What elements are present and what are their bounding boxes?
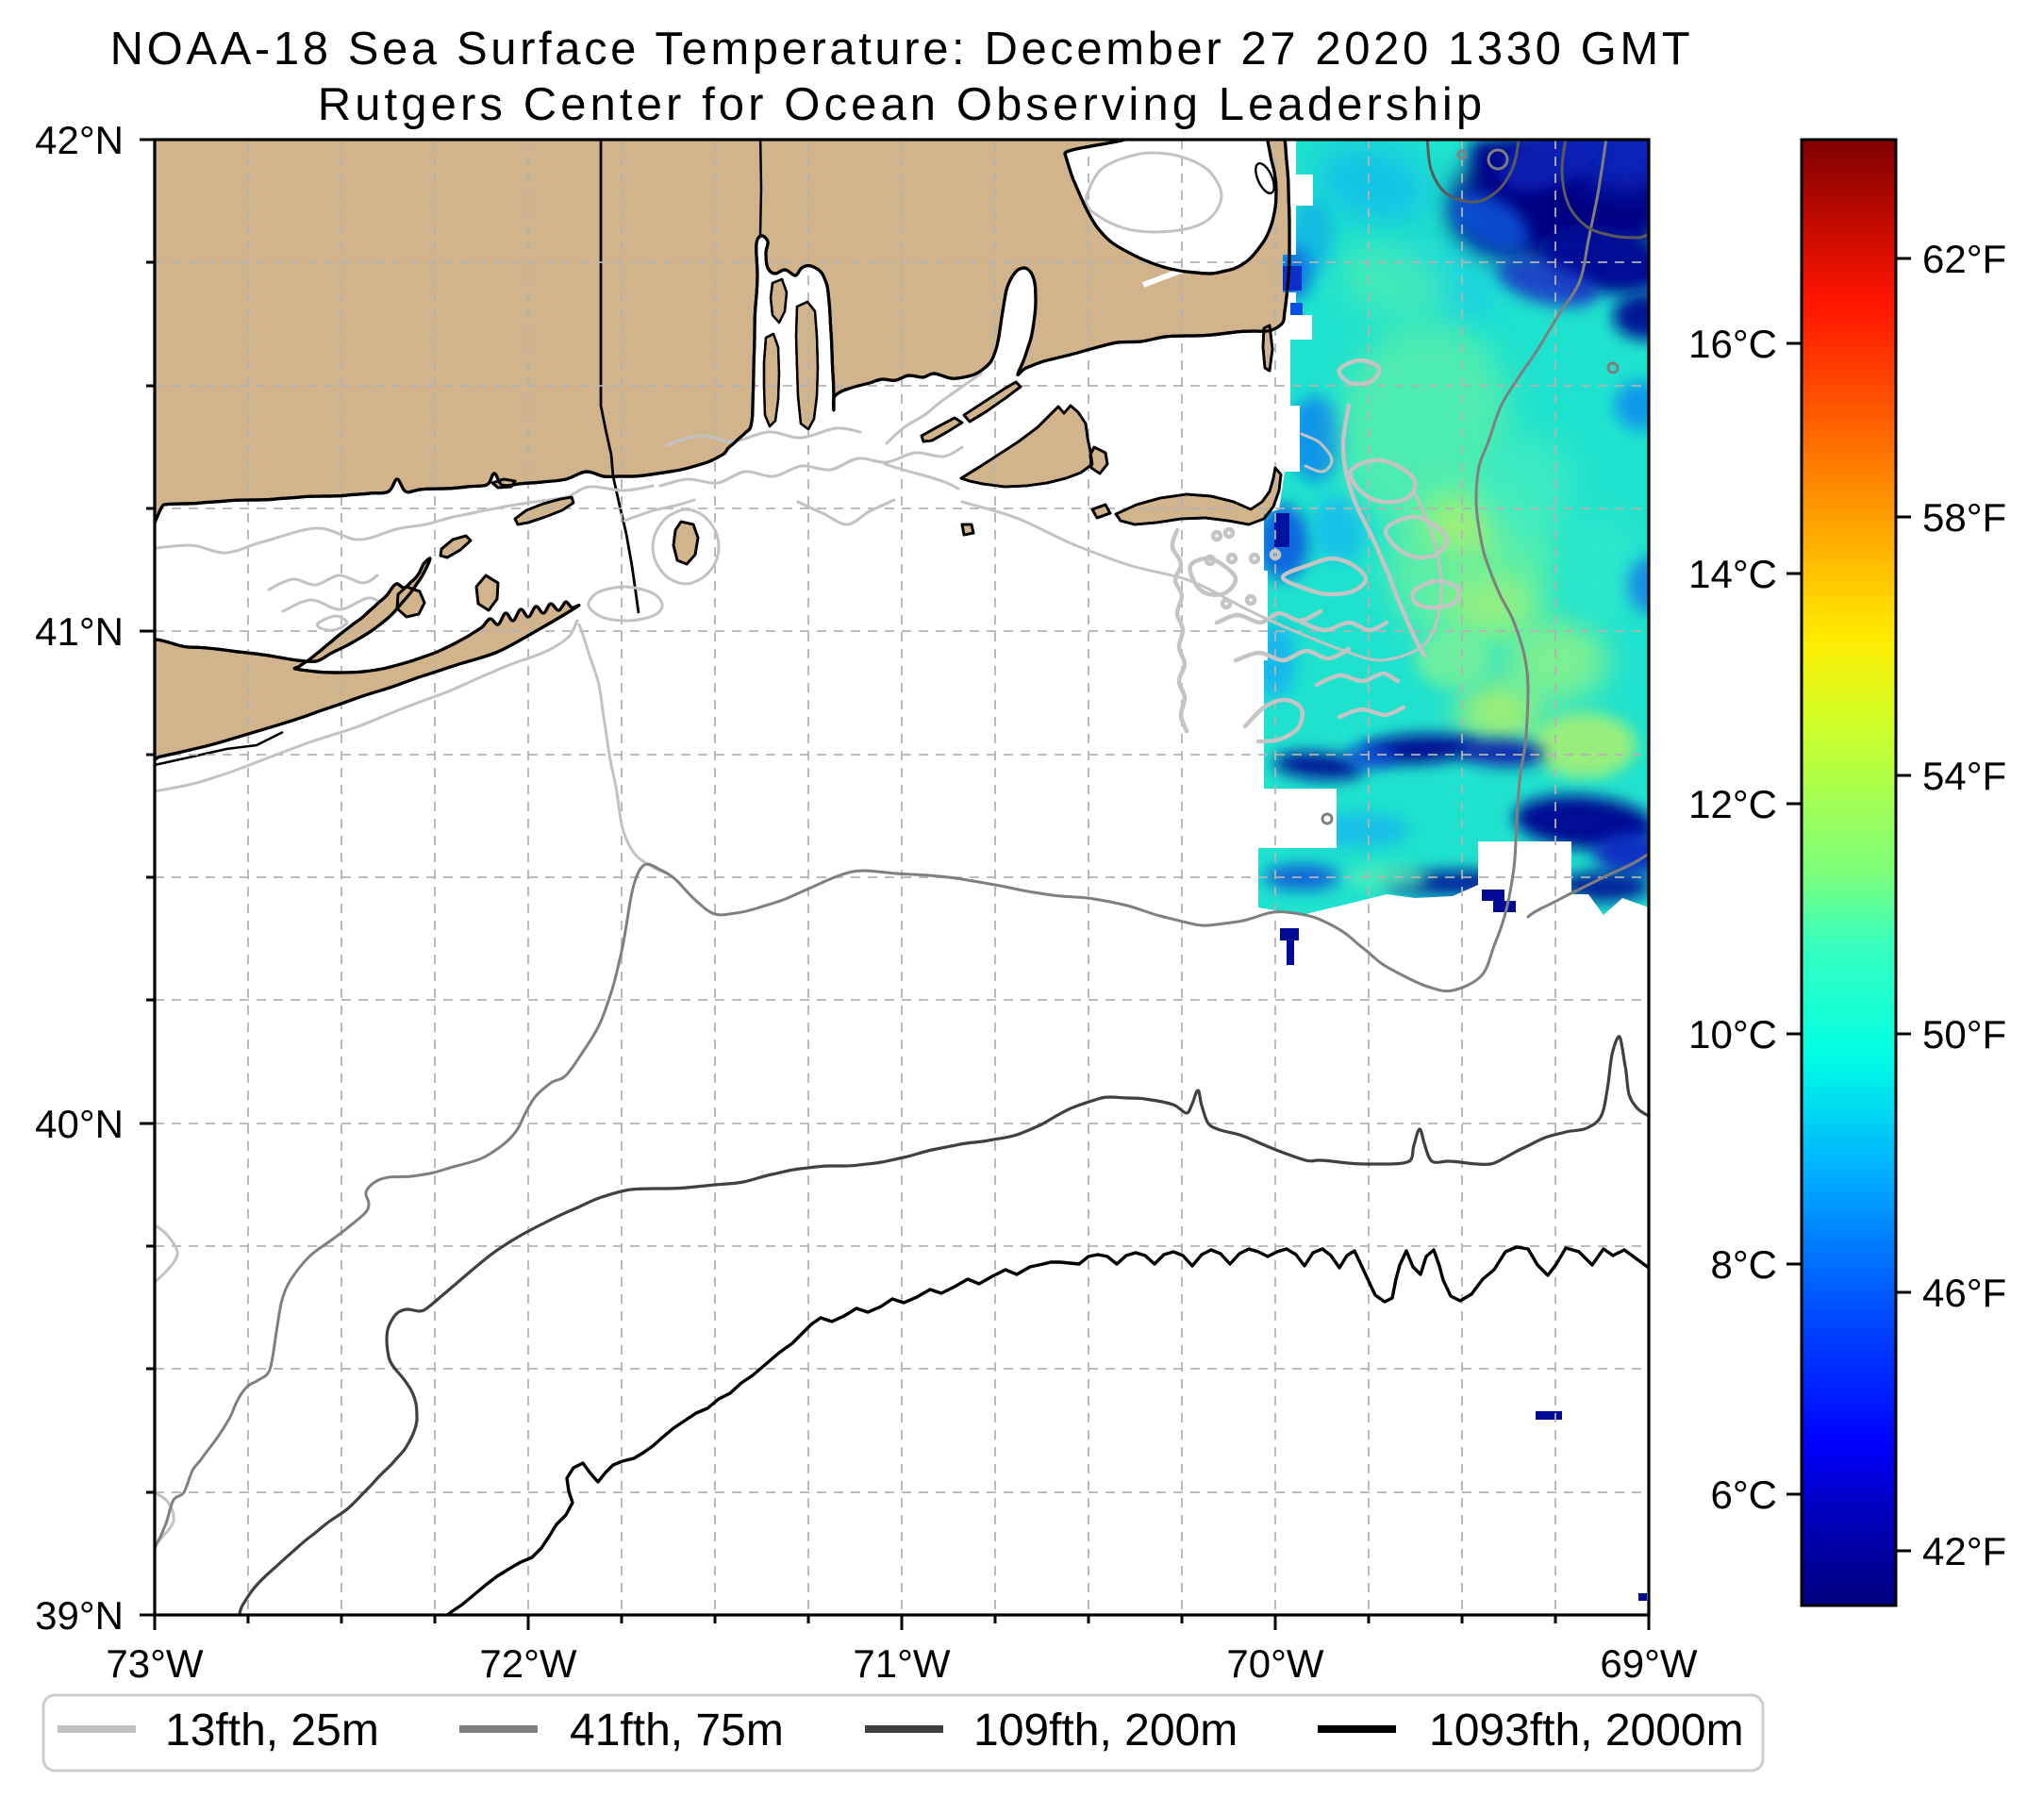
svg-text:62°F: 62°F: [1922, 237, 2006, 281]
svg-text:40°N: 40°N: [35, 1102, 124, 1146]
svg-text:NOAA-18 Sea Surface Temperatur: NOAA-18 Sea Surface Temperature: Decembe…: [110, 24, 1694, 75]
svg-text:8°C: 8°C: [1711, 1242, 1778, 1287]
svg-text:71°W: 71°W: [853, 1641, 951, 1686]
svg-text:58°F: 58°F: [1922, 495, 2006, 540]
svg-text:46°F: 46°F: [1922, 1271, 2006, 1315]
svg-text:42°F: 42°F: [1922, 1529, 2006, 1573]
svg-text:13fth, 25m: 13fth, 25m: [165, 1705, 379, 1755]
svg-text:10°C: 10°C: [1688, 1012, 1777, 1057]
svg-text:54°F: 54°F: [1922, 754, 2006, 798]
svg-text:50°F: 50°F: [1922, 1012, 2006, 1057]
svg-text:16°C: 16°C: [1688, 322, 1777, 366]
svg-text:42°N: 42°N: [35, 118, 124, 162]
svg-text:39°N: 39°N: [35, 1593, 124, 1638]
svg-text:72°W: 72°W: [479, 1641, 577, 1686]
svg-text:6°C: 6°C: [1711, 1473, 1778, 1517]
svg-text:70°W: 70°W: [1226, 1641, 1324, 1686]
svg-text:Rutgers Center for Ocean Obser: Rutgers Center for Ocean Observing Leade…: [318, 79, 1487, 130]
svg-text:1093fth, 2000m: 1093fth, 2000m: [1429, 1705, 1744, 1755]
svg-text:14°C: 14°C: [1688, 552, 1777, 596]
svg-text:69°W: 69°W: [1600, 1641, 1698, 1686]
svg-text:41°N: 41°N: [35, 609, 124, 654]
svg-text:41fth, 75m: 41fth, 75m: [570, 1705, 784, 1755]
svg-text:12°C: 12°C: [1688, 782, 1777, 826]
svg-text:109fth, 200m: 109fth, 200m: [973, 1705, 1238, 1755]
svg-text:73°W: 73°W: [106, 1641, 204, 1686]
